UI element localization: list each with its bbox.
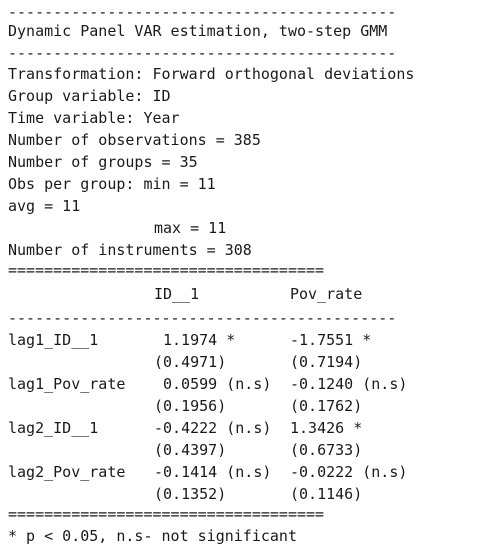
se-cell: (0.1352) (154, 485, 227, 503)
se-cell: (0.6733) (290, 441, 363, 459)
coef-cell: -0.0222 (n.s) (290, 463, 408, 481)
se-cell: (0.1956) (154, 397, 227, 415)
dash-rule-top: ----------------------------------------… (8, 3, 397, 21)
transformation-line: Transformation: Forward orthogonal devia… (8, 65, 415, 83)
coef-cell: 0.0599 (n.s) (163, 375, 272, 393)
instruments-line: Number of instruments = 308 (8, 241, 252, 259)
row-label: lag1_Pov_rate (8, 375, 126, 393)
output-title: Dynamic Panel VAR estimation, two-step G… (8, 22, 388, 40)
equals-rule: =================================== (8, 505, 325, 523)
column-header-id1: ID__1 (154, 285, 200, 303)
coef-cell: 1.3426 * (290, 419, 363, 437)
observations-line: Number of observations = 385 (8, 131, 261, 149)
column-header-pov-rate: Pov_rate (290, 285, 363, 303)
se-cell: (0.1762) (290, 397, 363, 415)
obs-avg-line: avg = 11 (8, 197, 81, 215)
se-cell: (0.4971) (154, 353, 227, 371)
coef-cell: -0.1240 (n.s) (290, 375, 408, 393)
se-cell: (0.7194) (290, 353, 363, 371)
obs-max-line: max = 11 (154, 219, 227, 237)
group-variable-line: Group variable: ID (8, 87, 171, 105)
coef-cell: -1.7551 * (290, 331, 372, 349)
equals-rule: =================================== (8, 261, 325, 279)
row-label: lag1_ID__1 (8, 331, 99, 349)
coef-cell: 1.1974 * (163, 331, 236, 349)
coef-cell: -0.1414 (n.s) (154, 463, 272, 481)
se-cell: (0.4397) (154, 441, 227, 459)
dash-rule: ----------------------------------------… (8, 44, 397, 62)
time-variable-line: Time variable: Year (8, 109, 180, 127)
row-label: lag2_ID__1 (8, 419, 99, 437)
dash-rule: ----------------------------------------… (8, 309, 397, 327)
groups-line: Number of groups = 35 (8, 153, 198, 171)
footnote: * p < 0.05, n.s- not significant (8, 527, 297, 545)
se-cell: (0.1146) (290, 485, 363, 503)
row-label: lag2_Pov_rate (8, 463, 126, 481)
coef-cell: -0.4222 (n.s) (154, 419, 272, 437)
obs-min-line: Obs per group: min = 11 (8, 175, 216, 193)
